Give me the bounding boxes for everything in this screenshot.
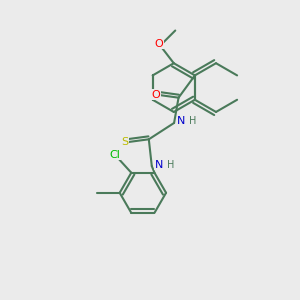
Text: Cl: Cl	[110, 150, 120, 160]
Text: S: S	[122, 137, 129, 147]
Text: N: N	[177, 116, 186, 127]
Text: N: N	[155, 160, 164, 170]
Text: H: H	[189, 116, 196, 127]
Text: O: O	[154, 39, 163, 49]
Text: H: H	[167, 160, 174, 170]
Text: O: O	[151, 90, 160, 100]
